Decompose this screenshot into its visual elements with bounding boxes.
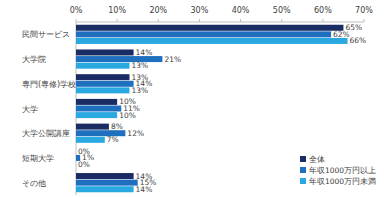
- category-label: 大学院: [22, 55, 46, 64]
- tick: [199, 19, 200, 22]
- bar: [76, 99, 117, 105]
- tick-label: 40%: [232, 6, 250, 15]
- legend-label: 年収1000万円未満: [309, 177, 376, 186]
- tick: [76, 19, 77, 22]
- tick-label: 60%: [314, 6, 332, 15]
- tick-label: 0%: [70, 6, 83, 15]
- legend-label: 全体: [309, 155, 325, 164]
- tick: [117, 19, 118, 22]
- data-label: 10%: [119, 111, 136, 120]
- tick-label: 10%: [108, 6, 126, 15]
- bar: [76, 112, 117, 118]
- bar: [76, 137, 105, 143]
- tick-label: 30%: [191, 6, 209, 15]
- data-label: 62%: [333, 30, 350, 39]
- category-label: 短期大学: [22, 154, 54, 163]
- data-label: 66%: [350, 36, 367, 45]
- bar: [76, 63, 129, 69]
- tick: [240, 19, 241, 22]
- category-label: 大学: [22, 105, 38, 114]
- data-label: 12%: [127, 129, 144, 138]
- data-label: 14%: [136, 185, 153, 194]
- bar: [76, 173, 134, 179]
- bar: [76, 180, 138, 186]
- chart: 0% 10% 20% 30% 40% 50% 60% 70% 民間サービス大学院専門(専修)学校…: [0, 0, 384, 197]
- legend-label: 年収1000万円以上: [309, 166, 376, 175]
- data-label: 21%: [164, 55, 181, 64]
- bar: [76, 186, 134, 192]
- bar: [76, 38, 348, 44]
- tick: [158, 19, 159, 22]
- axis-line: [76, 22, 364, 23]
- legend-swatch: [300, 156, 306, 162]
- bar: [76, 124, 109, 130]
- bar: [76, 31, 331, 37]
- bar: [76, 148, 77, 154]
- legend-swatch: [300, 178, 306, 184]
- bar: [76, 87, 129, 93]
- data-label: 8%: [111, 122, 123, 131]
- bar: [76, 74, 129, 80]
- bar: [76, 49, 134, 55]
- category-label: 専門(専修)学校: [22, 80, 76, 89]
- category-labels: 民間サービス大学院専門(専修)学校大学大学公開講座短期大学その他: [22, 30, 76, 187]
- tick: [364, 19, 365, 22]
- bar: [76, 162, 77, 168]
- data-label: 13%: [131, 86, 148, 95]
- tick: [322, 19, 323, 22]
- data-label: 14%: [136, 48, 153, 57]
- data-label: 0%: [78, 160, 90, 169]
- category-label: その他: [22, 179, 46, 188]
- bar: [76, 81, 134, 87]
- data-label: 7%: [107, 135, 119, 144]
- bar: [76, 25, 343, 31]
- tick: [281, 19, 282, 22]
- tick-label: 20%: [149, 6, 167, 15]
- bar: [76, 106, 121, 112]
- legend-swatch: [300, 167, 306, 173]
- category-label: 大学公開講座: [22, 129, 70, 138]
- bars: [76, 25, 348, 192]
- data-label: 13%: [131, 61, 148, 70]
- tick-label: 70%: [355, 6, 373, 15]
- tick-label: 50%: [273, 6, 291, 15]
- legend: 全体年収1000万円以上年収1000万円未満: [300, 155, 376, 186]
- category-label: 民間サービス: [22, 30, 70, 39]
